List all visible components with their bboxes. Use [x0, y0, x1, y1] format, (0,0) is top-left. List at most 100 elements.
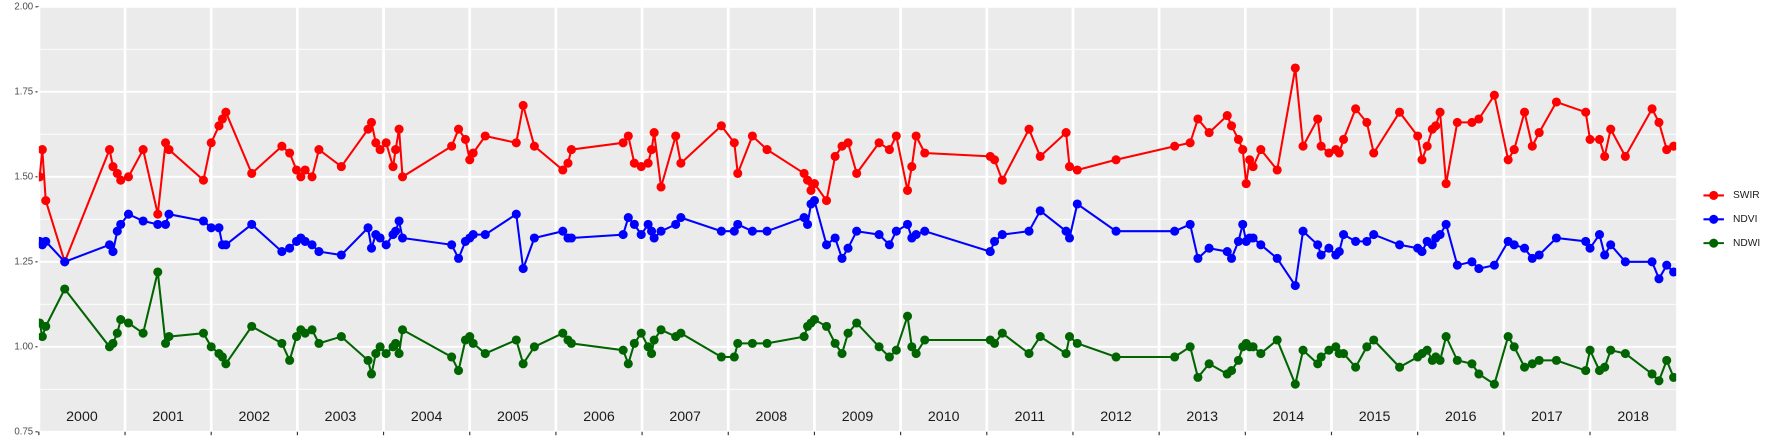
data-point — [206, 342, 216, 352]
data-point — [397, 233, 408, 243]
data-point — [1170, 352, 1180, 362]
data-point — [852, 168, 862, 178]
data-point — [221, 107, 231, 117]
data-point — [116, 175, 126, 185]
data-point — [511, 138, 521, 148]
data-point — [391, 145, 401, 155]
data-point — [809, 315, 819, 325]
data-point — [1435, 355, 1445, 365]
data-point — [214, 223, 224, 233]
data-point — [1226, 253, 1237, 263]
data-point — [1334, 148, 1344, 158]
data-point — [852, 318, 862, 328]
data-point — [1362, 117, 1372, 127]
data-point — [1233, 355, 1243, 365]
data-point — [1339, 230, 1349, 240]
data-point — [558, 328, 568, 338]
data-point — [1551, 355, 1561, 365]
data-point — [1422, 141, 1432, 151]
data-point — [884, 352, 894, 362]
data-point — [733, 338, 743, 348]
data-point — [447, 141, 457, 151]
data-point — [447, 352, 457, 362]
data-point — [656, 226, 666, 236]
data-point — [1489, 379, 1499, 389]
data-point — [1474, 369, 1484, 379]
data-point — [300, 165, 310, 175]
data-point — [733, 219, 743, 229]
data-point — [911, 230, 921, 240]
data-point — [511, 209, 521, 219]
data-point — [116, 219, 126, 229]
data-point — [60, 257, 70, 267]
data-point — [989, 155, 1000, 165]
data-point — [1170, 226, 1180, 236]
data-point — [453, 366, 464, 376]
data-point — [1662, 355, 1672, 365]
data-point — [830, 151, 840, 161]
data-point — [649, 335, 659, 345]
data-point — [1248, 233, 1258, 243]
data-point — [1474, 114, 1484, 124]
data-point — [1233, 236, 1243, 246]
data-point — [1519, 107, 1530, 117]
data-point — [1467, 117, 1477, 127]
data-point — [381, 138, 391, 148]
data-point — [716, 226, 726, 236]
data-point — [1620, 257, 1630, 267]
data-point — [989, 236, 1000, 246]
data-point — [1339, 134, 1349, 144]
data-point — [1072, 199, 1082, 209]
data-point — [1452, 260, 1462, 270]
data-point — [104, 145, 115, 155]
data-point — [1185, 342, 1195, 352]
data-point — [891, 226, 901, 236]
data-point — [529, 141, 539, 151]
year-label: 2018 — [1617, 409, 1649, 425]
data-point — [164, 209, 174, 219]
data-point — [874, 138, 884, 148]
data-point — [1351, 104, 1361, 114]
data-point — [1585, 134, 1595, 144]
data-point — [558, 226, 568, 236]
data-point — [1248, 162, 1258, 172]
data-point — [1395, 362, 1405, 372]
data-point — [997, 328, 1007, 338]
data-point — [1417, 155, 1427, 165]
data-point — [1298, 141, 1308, 151]
data-point — [1193, 253, 1203, 263]
data-point — [747, 226, 757, 236]
data-point — [1669, 372, 1677, 382]
data-point — [1248, 342, 1258, 352]
data-point — [529, 233, 539, 243]
data-point — [1111, 352, 1121, 362]
data-point — [465, 155, 475, 165]
data-point — [1594, 230, 1605, 240]
data-point — [821, 240, 832, 250]
data-point — [1072, 338, 1082, 348]
data-point — [1600, 151, 1610, 161]
data-point — [1061, 128, 1071, 138]
data-point — [636, 230, 646, 240]
data-point — [874, 342, 884, 352]
data-point — [453, 253, 464, 263]
data-point — [336, 162, 346, 172]
data-point — [809, 196, 819, 206]
data-point — [806, 185, 816, 195]
data-point — [112, 168, 122, 178]
data-point — [1606, 345, 1616, 355]
data-point — [375, 233, 385, 243]
data-point — [1024, 226, 1034, 236]
data-point — [112, 328, 122, 338]
data-point — [198, 175, 208, 185]
year-label: 2015 — [1359, 409, 1391, 425]
data-point — [1035, 332, 1045, 342]
data-point — [1654, 376, 1664, 386]
data-point — [366, 117, 377, 127]
data-point — [388, 162, 398, 172]
data-point — [138, 216, 148, 226]
year-label: 2003 — [325, 409, 357, 425]
data-point — [643, 342, 653, 352]
data-point — [729, 226, 739, 236]
data-point — [198, 328, 208, 338]
